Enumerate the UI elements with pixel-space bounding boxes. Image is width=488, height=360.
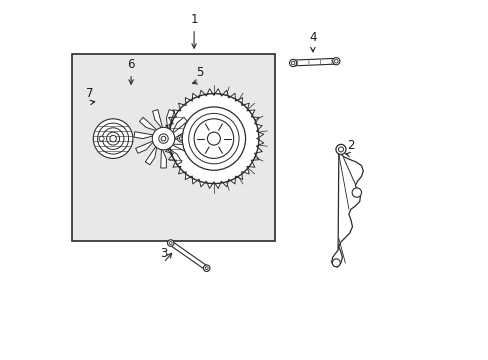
Circle shape [334, 59, 337, 63]
Circle shape [94, 131, 109, 147]
Circle shape [205, 267, 208, 270]
Text: 6: 6 [127, 58, 135, 71]
Circle shape [194, 119, 233, 158]
Circle shape [182, 107, 245, 170]
Circle shape [97, 134, 106, 143]
Bar [72, 54, 275, 241]
Text: 5: 5 [195, 66, 203, 78]
Text: 2: 2 [346, 139, 354, 152]
Polygon shape [169, 241, 207, 270]
Circle shape [203, 265, 209, 271]
Circle shape [167, 240, 174, 246]
Circle shape [179, 137, 183, 140]
Circle shape [152, 127, 174, 150]
Circle shape [188, 113, 239, 164]
Text: 1: 1 [190, 13, 198, 26]
Circle shape [132, 107, 194, 170]
Circle shape [110, 135, 116, 142]
Circle shape [177, 135, 184, 142]
Circle shape [103, 135, 111, 142]
Circle shape [332, 58, 339, 65]
Circle shape [289, 59, 296, 67]
Circle shape [101, 132, 114, 145]
Circle shape [169, 242, 172, 244]
Circle shape [159, 134, 168, 143]
Polygon shape [134, 110, 193, 168]
Circle shape [99, 136, 104, 141]
Circle shape [335, 144, 346, 154]
Circle shape [164, 89, 263, 188]
Text: 4: 4 [308, 31, 316, 44]
Text: 3: 3 [160, 247, 167, 260]
Circle shape [291, 61, 294, 65]
Polygon shape [292, 58, 336, 66]
Polygon shape [163, 89, 263, 188]
Circle shape [93, 119, 133, 158]
Circle shape [332, 259, 340, 267]
Text: 7: 7 [86, 87, 93, 100]
Circle shape [161, 136, 165, 141]
Circle shape [338, 147, 343, 152]
Circle shape [207, 132, 220, 145]
Circle shape [351, 188, 361, 197]
